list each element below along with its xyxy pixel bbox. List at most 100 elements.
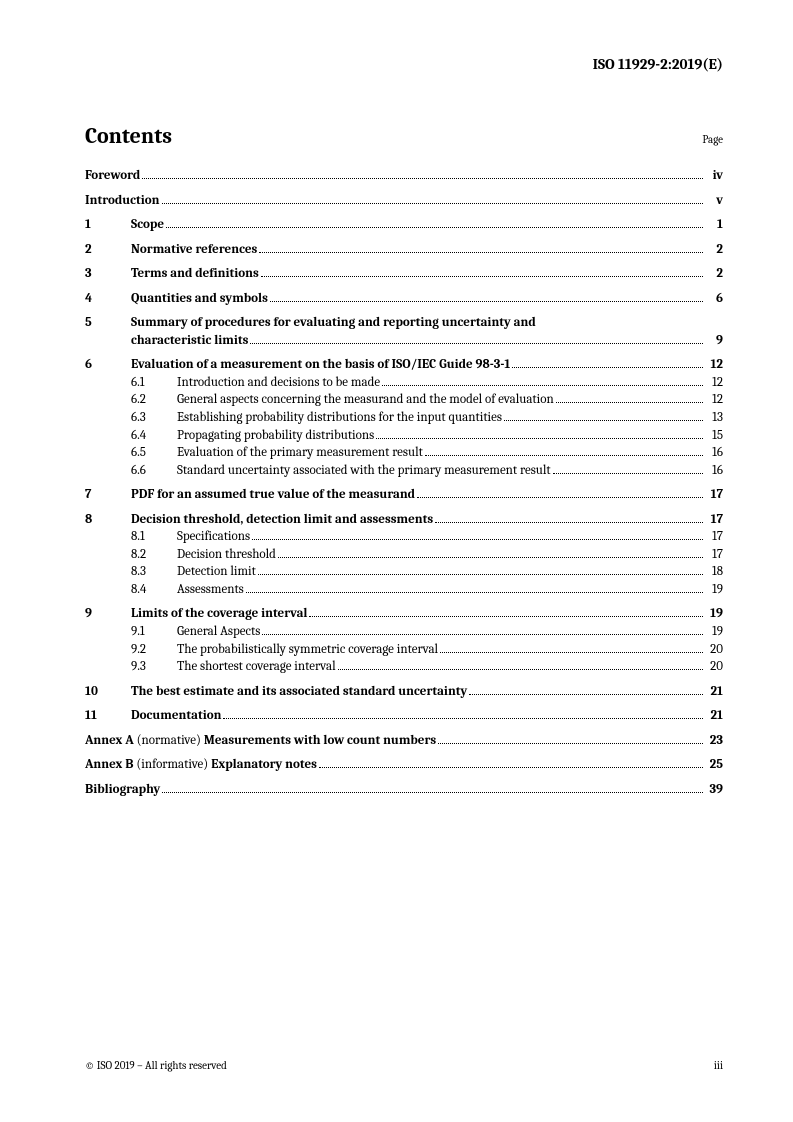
toc-entry: 5Summary of procedures for evaluating an… [85, 314, 723, 332]
toc-entry: 3Terms and definitions2 [85, 265, 723, 283]
toc-subentry: 6.4Propagating probability distributions… [85, 427, 723, 445]
toc-leader [309, 607, 703, 617]
toc-leader [246, 583, 703, 593]
toc-title: The best estimate and its associated sta… [131, 683, 467, 701]
toc-page: 18 [705, 563, 723, 581]
toc-leader [435, 512, 703, 522]
toc-page: 25 [705, 756, 723, 774]
toc-leader [417, 488, 703, 498]
toc-page: 15 [705, 427, 723, 445]
toc-title: Evaluation of a measurement on the basis… [131, 356, 510, 374]
toc-section-number: 6 [85, 356, 131, 374]
toc-section-number: 5 [85, 314, 131, 332]
toc-leader [512, 358, 703, 368]
toc-subsection-number: 6.1 [131, 374, 177, 392]
toc-entry: 4Quantities and symbols 6 [85, 290, 723, 308]
toc-leader [142, 169, 703, 179]
toc-leader [252, 530, 703, 540]
toc-subentry: 9.3The shortest coverage interval 20 [85, 658, 723, 676]
toc-leader [376, 428, 703, 438]
toc-page: 39 [705, 781, 723, 799]
toc-leader [319, 758, 703, 768]
toc-page: 6 [705, 290, 723, 308]
toc-subsection-number: 8.3 [131, 563, 177, 581]
toc-page: 12 [705, 391, 723, 409]
toc-leader [259, 242, 703, 252]
toc-subentry: 8.4Assessments19 [85, 581, 723, 599]
toc-page: iv [705, 167, 723, 185]
toc-subsection-number: 8.2 [131, 546, 177, 564]
toc-entry: 11Documentation21 [85, 707, 723, 725]
page-footer: © ISO 2019 – All rights reserved iii [85, 1059, 723, 1072]
toc-entry: 10The best estimate and its associated s… [85, 683, 723, 701]
toc-page: 17 [705, 486, 723, 504]
toc-leader [469, 684, 703, 694]
toc-title: Evaluation of the primary measurement re… [177, 444, 423, 462]
toc-leader [553, 463, 703, 473]
toc-subsection-number: 9.3 [131, 658, 177, 676]
toc-page: 17 [705, 511, 723, 529]
toc-title: PDF for an assumed true value of the mea… [131, 486, 415, 504]
toc-page: 21 [705, 707, 723, 725]
toc-title: Bibliography [85, 781, 160, 799]
toc-subsection-number: 9.1 [131, 623, 177, 641]
toc-leader [250, 333, 703, 343]
toc-subsection-number: 6.4 [131, 427, 177, 445]
toc-section-number: 4 [85, 290, 131, 308]
toc-entry: 8Decision threshold, detection limit and… [85, 511, 723, 529]
contents-header: Contents Page [85, 123, 723, 149]
toc-title: Quantities and symbols [131, 290, 268, 308]
toc-title: Limits of the coverage interval [131, 605, 307, 623]
toc-leader [270, 291, 703, 301]
table-of-contents: ForewordivIntroductionv1Scope12Normative… [85, 167, 723, 798]
toc-page: 12 [705, 374, 723, 392]
toc-subentry: 8.3Detection limit18 [85, 563, 723, 581]
toc-title: Introduction and decisions to be made [177, 374, 380, 392]
toc-entry: 1Scope1 [85, 216, 723, 234]
toc-subentry: 9.1General Aspects 19 [85, 623, 723, 641]
toc-title: Assessments [177, 581, 244, 599]
toc-leader [258, 565, 703, 575]
toc-page: 16 [705, 462, 723, 480]
toc-subsection-number: 6.3 [131, 409, 177, 427]
toc-title: Annex A (normative) Measurements with lo… [85, 732, 436, 750]
toc-title: Summary of procedures for evaluating and… [131, 314, 536, 332]
toc-subsection-number: 8.1 [131, 528, 177, 546]
toc-leader [278, 547, 703, 557]
toc-annex-entry: Annex B (informative) Explanatory notes2… [85, 756, 723, 774]
toc-title: Foreword [85, 167, 140, 185]
footer-page-number: iii [714, 1059, 723, 1072]
toc-title: Standard uncertainty associated with the… [177, 462, 551, 480]
toc-page: 17 [705, 546, 723, 564]
toc-page: 19 [705, 623, 723, 641]
toc-leader [162, 193, 703, 203]
toc-page: 19 [705, 581, 723, 599]
toc-page: 20 [705, 658, 723, 676]
toc-title: Normative references [131, 241, 257, 259]
toc-subentry: 8.2Decision threshold17 [85, 546, 723, 564]
toc-leader [556, 393, 703, 403]
toc-title: General Aspects [177, 623, 260, 641]
toc-page: 1 [705, 216, 723, 234]
toc-section-number: 7 [85, 486, 131, 504]
toc-subsection-number: 6.6 [131, 462, 177, 480]
toc-subsection-number: 6.2 [131, 391, 177, 409]
toc-section-number: 11 [85, 707, 131, 725]
toc-leader [262, 625, 703, 635]
toc-leader [223, 709, 703, 719]
toc-page: 17 [705, 528, 723, 546]
toc-title: The shortest coverage interval [177, 658, 336, 676]
toc-subentry: 6.5Evaluation of the primary measurement… [85, 444, 723, 462]
toc-entry-continuation: characteristic limits9 [85, 332, 723, 350]
toc-entry: Foreword iv [85, 167, 723, 185]
toc-section-number: 9 [85, 605, 131, 623]
toc-page: 9 [705, 332, 723, 350]
toc-leader [425, 446, 703, 456]
toc-subsection-number: 9.2 [131, 641, 177, 659]
toc-leader [382, 376, 703, 386]
toc-title: Propagating probability distributions [177, 427, 374, 445]
toc-leader [440, 642, 703, 652]
toc-subentry: 6.1Introduction and decisions to be made… [85, 374, 723, 392]
toc-entry: 9Limits of the coverage interval19 [85, 605, 723, 623]
toc-page: 2 [705, 241, 723, 259]
